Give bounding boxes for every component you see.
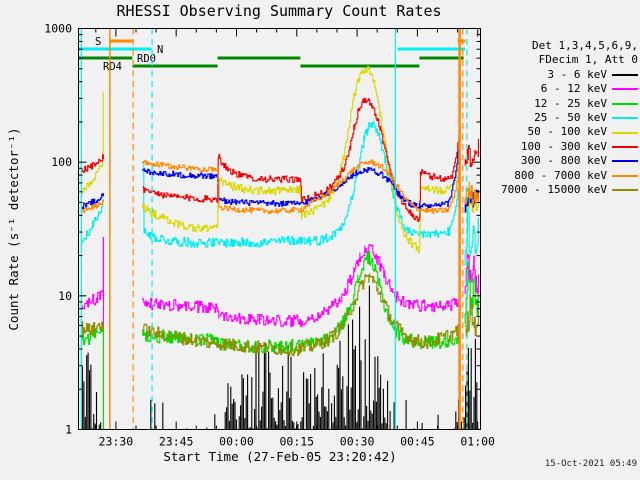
y-tick-label: 1 bbox=[65, 423, 72, 437]
legend-item-label: 50 - 100 keV bbox=[527, 125, 607, 139]
legend-header-config: FDecim 1, Att 0 bbox=[538, 53, 638, 67]
series-3-6-kev-bars bbox=[81, 285, 479, 429]
legend-item: 3 - 6 keV bbox=[506, 68, 638, 82]
legend-item: 12 - 25 keV bbox=[506, 97, 638, 111]
flag-label-rd4: RD4 bbox=[103, 61, 122, 73]
series-800-7000-kev bbox=[81, 159, 480, 215]
series-7000-15000-kev bbox=[81, 273, 480, 357]
legend-item-swatch bbox=[612, 88, 638, 91]
legend-item-label: 300 - 800 keV bbox=[520, 154, 607, 168]
y-tick-label: 100 bbox=[51, 155, 72, 169]
legend-item-swatch bbox=[612, 145, 638, 148]
legend-item: 50 - 100 keV bbox=[506, 125, 638, 139]
series-25-50-kev bbox=[81, 120, 480, 266]
y-axis-title: Count Rate (s⁻¹ detector⁻¹) bbox=[6, 127, 21, 331]
legend-item-label: 800 - 7000 keV bbox=[514, 168, 607, 182]
legend-item-swatch bbox=[612, 117, 638, 120]
legend-items: 3 - 6 keV 6 - 12 keV 12 - 25 keV 25 - 50 ke… bbox=[501, 68, 638, 198]
legend-item-label: 100 - 300 keV bbox=[520, 139, 607, 153]
legend-item: 7000 - 15000 keV bbox=[501, 183, 638, 197]
flag-label-s: S bbox=[95, 36, 101, 48]
series-50-100-kev bbox=[81, 65, 480, 254]
legend-item-swatch bbox=[612, 189, 638, 192]
x-tick-label: 23:30 bbox=[99, 435, 134, 449]
series-100-300-kev bbox=[81, 97, 480, 222]
x-tick-label: 23:45 bbox=[159, 435, 194, 449]
legend-item-swatch bbox=[612, 74, 638, 76]
flag-label-n: N bbox=[157, 44, 163, 56]
axes: 23:30 23:45 00:00 00:15 00:30 00:45 01:00 1 10 10… bbox=[44, 22, 495, 449]
x-tick-label: 00:00 bbox=[219, 435, 254, 449]
event-lines bbox=[80, 28, 468, 430]
legend-item-swatch bbox=[612, 160, 638, 163]
creation-timestamp: 15-Oct-2021 05:49 bbox=[544, 459, 637, 469]
series-6-12-kev bbox=[81, 236, 480, 430]
legend-item-label: 6 - 12 keV bbox=[540, 82, 607, 96]
chart-title: RHESSI Observing Summary Count Rates bbox=[116, 2, 442, 20]
legend-item-label: 25 - 50 keV bbox=[534, 110, 607, 124]
x-tick-label: 00:45 bbox=[400, 435, 435, 449]
legend-item: 300 - 800 keV bbox=[506, 154, 638, 168]
legend-item-label: 3 - 6 keV bbox=[547, 67, 607, 81]
x-axis-title: Start Time (27-Feb-05 23:20:42) bbox=[163, 449, 397, 464]
legend-item-label: 7000 - 15000 keV bbox=[501, 182, 607, 196]
flag-label-rd0: RD0 bbox=[137, 53, 156, 65]
legend-item-swatch bbox=[612, 102, 638, 105]
legend-item-swatch bbox=[612, 174, 638, 177]
legend-item-label: 12 - 25 keV bbox=[534, 96, 607, 110]
legend: Det 1,3,4,5,6,9, FDecim 1, Att 0 3 - 6 k… bbox=[501, 39, 638, 198]
x-tick-label: 00:30 bbox=[340, 435, 375, 449]
y-tick-label: 10 bbox=[58, 289, 72, 303]
x-tick-label: 00:15 bbox=[279, 435, 314, 449]
series-300-800-kev bbox=[81, 140, 480, 213]
legend-item: 25 - 50 keV bbox=[506, 111, 638, 125]
legend-header-detectors: Det 1,3,4,5,6,9, bbox=[532, 39, 638, 52]
x-tick-label: 01:00 bbox=[460, 435, 495, 449]
legend-item: 800 - 7000 keV bbox=[506, 169, 638, 183]
legend-item: 100 - 300 keV bbox=[506, 140, 638, 154]
legend-item-swatch bbox=[612, 131, 638, 134]
legend-item: 6 - 12 keV bbox=[506, 82, 638, 96]
y-tick-label: 1000 bbox=[44, 22, 72, 36]
